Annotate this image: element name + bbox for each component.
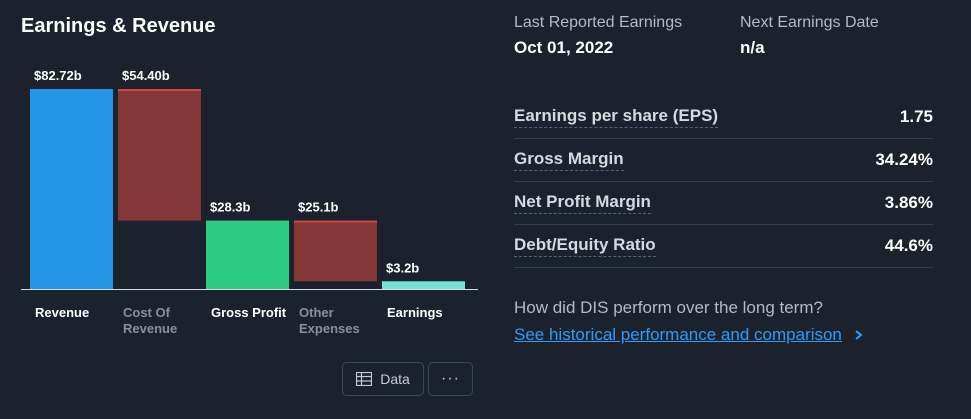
metric-row-gross-margin: Gross Margin 34.24% <box>514 139 933 182</box>
bar-value-label: $54.40b <box>122 68 170 83</box>
bar-cost-of-revenue[interactable] <box>118 89 201 221</box>
bar-other-expenses[interactable] <box>294 220 377 282</box>
metrics-list: Earnings per share (EPS) 1.75 Gross Marg… <box>514 96 933 268</box>
metric-label[interactable]: Net Profit Margin <box>514 192 651 214</box>
last-reported-earnings-label: Last Reported Earnings <box>514 14 683 31</box>
more-options-button[interactable]: ··· <box>428 362 473 396</box>
next-earnings-date-value: n/a <box>740 38 765 57</box>
bar-value-label: $28.3b <box>210 200 251 215</box>
historical-performance-link-text[interactable]: See historical performance and compariso… <box>514 325 842 344</box>
data-button[interactable]: Data <box>342 362 424 396</box>
category-label: Gross Profit <box>211 305 287 320</box>
category-label: Other Expenses <box>299 305 360 336</box>
metric-label[interactable]: Earnings per share (EPS) <box>514 106 719 128</box>
historical-performance-link[interactable]: See historical performance and compariso… <box>514 325 864 345</box>
category-label: Earnings <box>387 305 443 320</box>
bar-value-label: $3.2b <box>386 260 419 275</box>
next-earnings-date-label: Next Earnings Date <box>740 14 879 31</box>
metric-value: 3.86% <box>884 193 933 212</box>
category-label: Revenue <box>35 305 89 320</box>
bar-value-label: $82.72b <box>34 68 82 83</box>
metric-value: 1.75 <box>899 107 933 126</box>
metric-row-net-profit-margin: Net Profit Margin 3.86% <box>514 182 933 225</box>
bar-revenue[interactable] <box>30 89 113 289</box>
bar-earnings[interactable] <box>382 281 465 289</box>
bar-gross-profit[interactable] <box>206 220 289 289</box>
data-button-label: Data <box>380 371 410 387</box>
metric-label[interactable]: Debt/Equity Ratio <box>514 235 656 257</box>
category-label: Cost Of Revenue <box>123 305 177 336</box>
earnings-revenue-waterfall-chart: $82.72b Revenue $54.40b Cost Of Revenue $28.3… <box>21 68 478 336</box>
table-icon <box>356 372 373 386</box>
chevron-right-icon <box>855 330 863 340</box>
last-reported-earnings-value: Oct 01, 2022 <box>514 38 614 57</box>
metric-value: 34.24% <box>875 150 933 169</box>
bar-value-label: $25.1b <box>298 200 339 215</box>
metric-label[interactable]: Gross Margin <box>514 149 624 171</box>
bar-top-edge <box>294 220 377 223</box>
metric-value: 44.6% <box>884 236 933 255</box>
metric-row-eps: Earnings per share (EPS) 1.75 <box>514 96 933 139</box>
long-term-question: How did DIS perform over the long term? <box>514 298 823 317</box>
section-title: Earnings & Revenue <box>21 15 216 37</box>
bar-top-edge <box>118 89 201 91</box>
metric-row-debt-equity: Debt/Equity Ratio 44.6% <box>514 225 933 268</box>
